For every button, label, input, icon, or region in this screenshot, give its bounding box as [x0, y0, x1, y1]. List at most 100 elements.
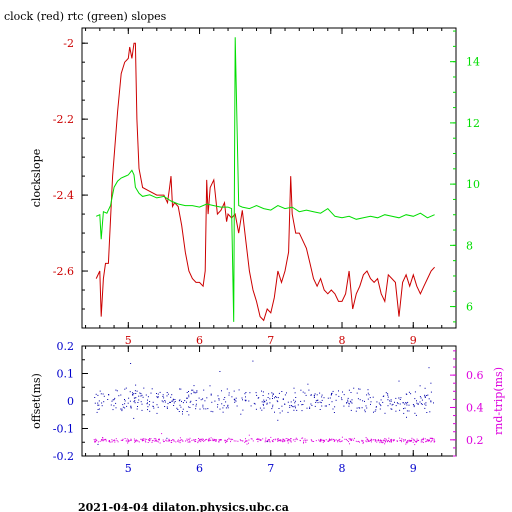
scatter-point-offset [227, 404, 229, 406]
scatter-point-offset [310, 394, 312, 396]
scatter-point-rnd-trip [284, 440, 286, 442]
scatter-point-rnd-trip [401, 441, 402, 443]
scatter-point-offset [262, 391, 264, 393]
scatter-point-offset [272, 393, 274, 395]
scatter-point-offset [261, 409, 263, 411]
scatter-point-offset [241, 397, 243, 399]
scatter-point-offset [221, 390, 222, 392]
scatter-point-rnd-trip [95, 441, 97, 443]
scatter-point-rnd-trip [158, 439, 160, 441]
scatter-point-rnd-trip [431, 437, 433, 439]
scatter-point-rnd-trip [202, 438, 204, 440]
scatter-point-offset [276, 396, 278, 398]
scatter-point-rnd-trip [390, 441, 392, 443]
scatter-point-offset [348, 405, 350, 407]
scatter-point-offset [315, 402, 317, 403]
scatter-point-rnd-trip [388, 439, 389, 441]
scatter-point-rnd-trip [94, 441, 96, 443]
scatter-point-rnd-trip [104, 439, 106, 441]
scatter-point-offset [228, 394, 230, 396]
scatter-point-offset [152, 401, 154, 403]
scatter-point-rnd-trip [426, 439, 428, 441]
scatter-point-rnd-trip [133, 438, 135, 440]
scatter-point-rnd-trip [218, 439, 220, 441]
scatter-point-rnd-trip [367, 440, 369, 442]
scatter-point-rnd-trip [290, 441, 292, 443]
scatter-point-rnd-trip [374, 440, 376, 442]
scatter-point-offset [143, 387, 145, 389]
scatter-point-rnd-trip [213, 438, 215, 440]
scatter-point-offset [332, 408, 334, 410]
scatter-point-offset [375, 409, 377, 411]
scatter-point-rnd-trip [383, 439, 385, 441]
scatter-point-offset [385, 392, 387, 394]
scatter-point-offset [164, 400, 166, 401]
scatter-point-rnd-trip [215, 439, 217, 440]
scatter-point-offset [186, 411, 188, 412]
scatter-point-offset [314, 393, 316, 395]
scatter-point-rnd-trip [348, 441, 349, 443]
scatter-point-rnd-trip [181, 439, 183, 441]
scatter-point-rnd-trip [305, 440, 307, 442]
scatter-point-rnd-trip [365, 437, 367, 439]
scatter-point-rnd-trip [349, 443, 350, 445]
scatter-point-offset [149, 410, 151, 412]
scatter-point-offset [146, 403, 148, 405]
y-left-tick-label: -2.6 [53, 265, 74, 278]
scatter-point-offset [367, 398, 369, 400]
scatter-point-offset [281, 405, 283, 407]
scatter-point-rnd-trip [163, 441, 165, 442]
scatter-point-rnd-trip [387, 440, 388, 442]
scatter-point-offset [338, 395, 340, 397]
y-right-tick-label: 6 [466, 301, 473, 314]
series-line-clock [95, 42, 435, 322]
scatter-point-offset [309, 408, 311, 409]
y-left-axis-label: offset(ms) [30, 373, 43, 429]
scatter-point-offset [234, 399, 236, 401]
scatter-point-rnd-trip [379, 440, 381, 442]
scatter-point-offset [348, 403, 350, 405]
scatter-point-rnd-trip [189, 437, 191, 439]
scatter-point-offset [147, 406, 149, 408]
scatter-point-rnd-trip [432, 439, 434, 441]
scatter-point-offset [162, 394, 164, 396]
scatter-point-offset [189, 401, 191, 403]
scatter-point-rnd-trip [429, 437, 431, 439]
scatter-point-rnd-trip [194, 441, 196, 443]
scatter-point-offset [361, 407, 363, 409]
scatter-point-offset [166, 406, 168, 408]
scatter-point-rnd-trip [415, 441, 417, 442]
scatter-point-rnd-trip [425, 441, 427, 443]
scatter-point-rnd-trip [381, 441, 383, 443]
scatter-point-offset [173, 405, 175, 406]
scatter-point-rnd-trip [363, 442, 364, 444]
scatter-point-offset [421, 403, 423, 405]
scatter-point-offset [293, 409, 295, 411]
scatter-point-offset [240, 413, 242, 415]
scatter-point-offset [134, 390, 136, 392]
scatter-point-rnd-trip [325, 439, 327, 441]
scatter-point-offset [350, 409, 352, 411]
scatter-point-offset [412, 404, 414, 405]
scatter-point-rnd-trip [189, 441, 191, 443]
scatter-point-rnd-trip [281, 440, 283, 442]
scatter-point-rnd-trip [200, 441, 202, 443]
scatter-point-rnd-trip [147, 442, 149, 443]
scatter-point-offset [172, 398, 174, 400]
scatter-point-offset [433, 402, 434, 404]
scatter-point-rnd-trip [244, 441, 246, 443]
scatter-point-rnd-trip [323, 440, 325, 442]
scatter-point-rnd-trip [177, 440, 178, 442]
scatter-point-offset [179, 399, 181, 401]
scatter-point-offset [195, 392, 197, 394]
scatter-point-offset [193, 392, 195, 394]
scatter-point-rnd-trip [362, 440, 364, 442]
scatter-point-offset [191, 389, 193, 391]
scatter-point-offset [358, 388, 360, 390]
scatter-point-rnd-trip [141, 438, 143, 440]
scatter-point-rnd-trip [351, 438, 353, 440]
scatter-point-rnd-trip [155, 438, 157, 440]
scatter-point-rnd-trip [108, 441, 110, 442]
scatter-point-offset [425, 404, 427, 406]
scatter-point-offset [132, 392, 133, 394]
